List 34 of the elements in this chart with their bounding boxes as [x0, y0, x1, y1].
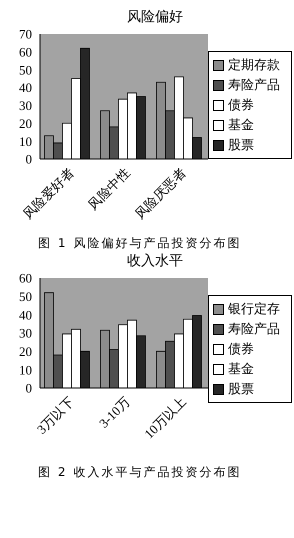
y-tick-label: 60	[19, 270, 32, 286]
y-tick-label: 50	[19, 288, 32, 304]
legend-label: 债券	[228, 340, 254, 358]
legend-label: 基金	[228, 116, 254, 134]
legend-label: 寿险产品	[228, 76, 280, 94]
caption: 图 1 风险偏好与产品投资分布图	[37, 235, 242, 252]
x-tick-label: 10万以上	[141, 394, 189, 442]
x-tick-label: 3万以下	[34, 394, 77, 437]
y-tick-label: 40	[19, 80, 32, 96]
y-tick-label: 30	[19, 98, 32, 114]
x-tick-label: 风险厌恶者	[132, 165, 189, 222]
chart-title: 收入水平	[126, 252, 184, 270]
y-tick-label: 50	[19, 62, 32, 78]
legend-label: 定期存款	[228, 56, 280, 74]
legend-label: 银行定存	[228, 300, 280, 318]
y-tick-label: 70	[19, 26, 32, 42]
legend-label: 股票	[228, 380, 254, 398]
y-tick-label: 40	[19, 307, 32, 322]
y-tick-label: 20	[19, 116, 32, 131]
legend-label: 寿险产品	[228, 320, 280, 338]
legend-label: 股票	[228, 136, 254, 154]
legend-label: 基金	[228, 360, 254, 378]
legend-label: 债券	[228, 96, 254, 114]
y-tick-label: 0	[26, 380, 32, 396]
x-tick-label: 风险爱好者	[20, 165, 77, 222]
chart-title: 风险偏好	[126, 8, 184, 26]
y-tick-label: 20	[19, 344, 32, 359]
caption: 图 2 收入水平与产品投资分布图	[37, 464, 242, 481]
y-tick-label: 30	[19, 326, 32, 341]
x-tick-label: 风险中性	[85, 165, 133, 212]
y-tick-label: 10	[19, 362, 32, 378]
y-tick-label: 60	[19, 44, 32, 60]
y-tick-label: 0	[26, 152, 32, 167]
y-tick-label: 10	[19, 134, 32, 149]
